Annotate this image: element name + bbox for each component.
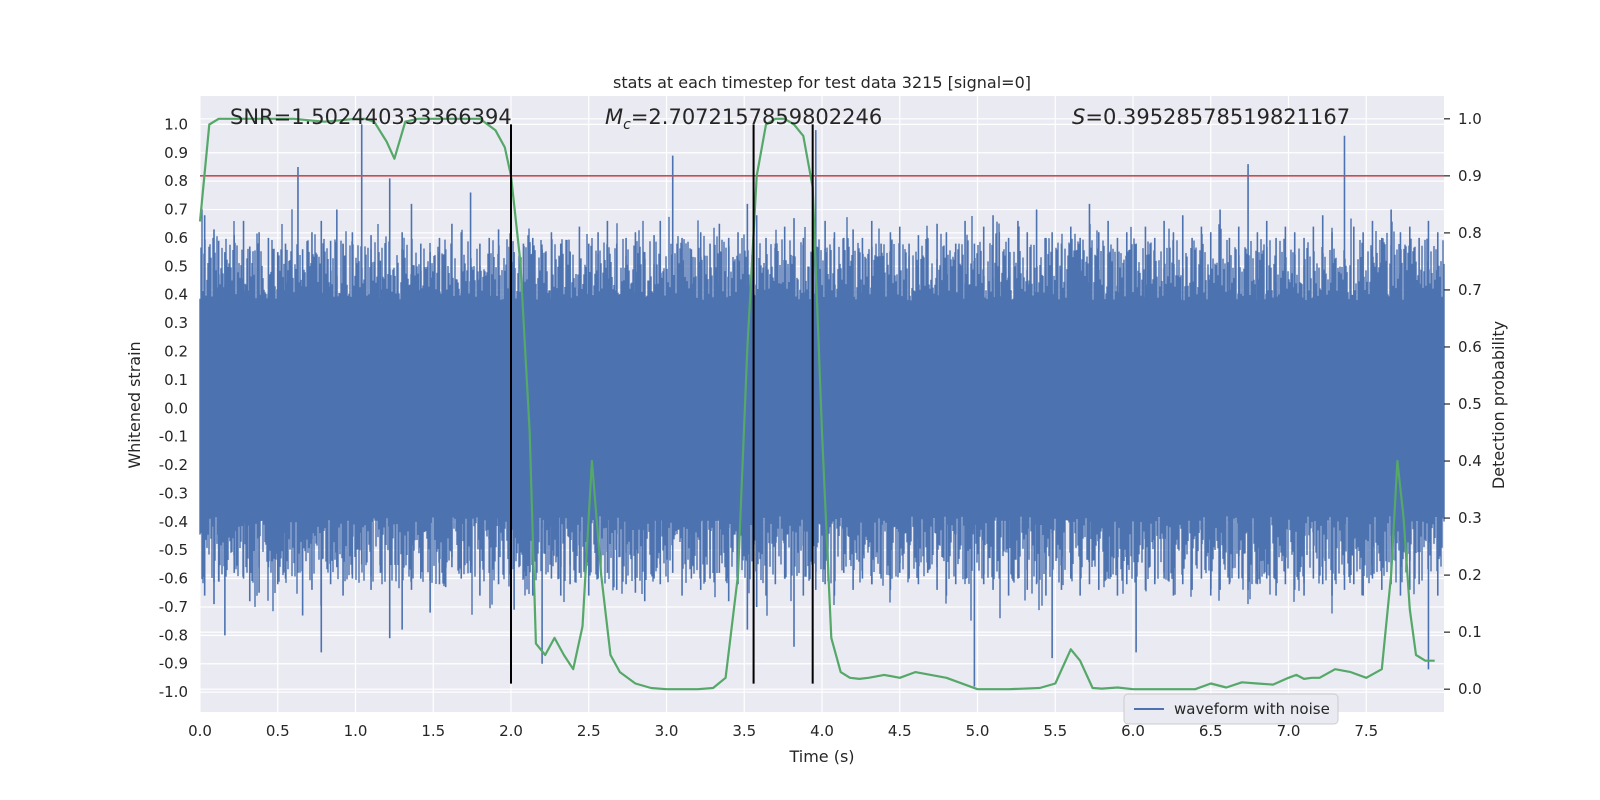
x-tick-label: 0.5 bbox=[266, 722, 290, 740]
x-tick-label: 7.0 bbox=[1277, 722, 1301, 740]
x-tick-label: 6.0 bbox=[1121, 722, 1145, 740]
y2-axis-label: Detection probability bbox=[1489, 321, 1508, 489]
y-tick-label: 0.7 bbox=[164, 201, 188, 219]
probability-line bbox=[198, 117, 1435, 691]
y-tick-label: 0.5 bbox=[164, 257, 188, 275]
y-tick-label: -0.6 bbox=[159, 570, 188, 588]
y2-tick-label: 0.9 bbox=[1458, 167, 1482, 185]
y2-tick-label: 0.2 bbox=[1458, 566, 1482, 584]
mc-symbol: M bbox=[605, 105, 623, 129]
annotation-snr: SNR=1.502440333366394 bbox=[230, 105, 512, 129]
y-tick-label: -1.0 bbox=[159, 683, 188, 701]
s-symbol: S bbox=[1072, 105, 1085, 129]
x-tick-label: 3.0 bbox=[655, 722, 679, 740]
y2-tick-label: 0.7 bbox=[1458, 281, 1482, 299]
x-axis-label: Time (s) bbox=[788, 747, 854, 766]
x-tick-label: 5.5 bbox=[1043, 722, 1067, 740]
x-tick-label: 1.0 bbox=[344, 722, 368, 740]
y2-tick-label: 0.1 bbox=[1458, 623, 1482, 641]
y-axis-label: Whitened strain bbox=[125, 341, 144, 468]
y2-tick-label: 0.5 bbox=[1458, 395, 1482, 413]
y-tick-label: 0.4 bbox=[164, 286, 188, 304]
y-tick-label: 1.0 bbox=[164, 115, 188, 133]
legend-label: waveform with noise bbox=[1174, 700, 1330, 718]
mc-subscript: c bbox=[623, 117, 631, 133]
y-tick-label: -0.7 bbox=[159, 598, 188, 616]
vertical-markers bbox=[510, 124, 814, 684]
x-tick-label: 0.0 bbox=[188, 722, 212, 740]
x-tick-label: 1.5 bbox=[421, 722, 445, 740]
y-tick-label: 0.6 bbox=[164, 229, 188, 247]
y-tick-label: -0.1 bbox=[159, 428, 188, 446]
legend-box bbox=[1123, 693, 1339, 725]
y-tick-label: 0.0 bbox=[164, 399, 188, 417]
y-tick-label: -0.5 bbox=[159, 541, 188, 559]
y-tick-label: -0.4 bbox=[159, 513, 188, 531]
x-tick-label: 6.5 bbox=[1199, 722, 1223, 740]
y2-tick-label: 0.4 bbox=[1458, 452, 1482, 470]
y-tick-label: 0.2 bbox=[164, 342, 188, 360]
y2-tick-label: 0.0 bbox=[1458, 680, 1482, 698]
annotation-s: S=0.39528578519821167 bbox=[1072, 105, 1350, 129]
y-tick-label: -0.3 bbox=[159, 484, 188, 502]
x-tick-label: 2.0 bbox=[499, 722, 523, 740]
y2-tick-label: 0.6 bbox=[1458, 338, 1482, 356]
y2-tick-label: 1.0 bbox=[1458, 110, 1482, 128]
y2-tick-label: 0.3 bbox=[1458, 509, 1482, 527]
y-tick-label: -0.9 bbox=[159, 655, 188, 673]
y-tick-label: 0.3 bbox=[164, 314, 188, 332]
legend: waveform with noise bbox=[1123, 693, 1339, 725]
x-tick-label: 4.5 bbox=[888, 722, 912, 740]
waveform-series bbox=[199, 124, 1445, 687]
x-tick-label: 3.5 bbox=[732, 722, 756, 740]
chart-title: stats at each timestep for test data 321… bbox=[613, 73, 1031, 92]
y-tick-label: 0.8 bbox=[164, 172, 188, 190]
y-tick-label: 0.1 bbox=[164, 371, 188, 389]
s-value: =0.39528578519821167 bbox=[1085, 105, 1350, 129]
x-tick-label: 5.0 bbox=[966, 722, 990, 740]
mc-value: =2.7072157859802246 bbox=[631, 105, 882, 129]
x-tick-label: 2.5 bbox=[577, 722, 601, 740]
y-tick-label: -0.8 bbox=[159, 626, 188, 644]
y2-tick-label: 0.8 bbox=[1458, 224, 1482, 242]
annotation-mc: Mc=2.7072157859802246 bbox=[605, 105, 882, 133]
y-tick-label: -0.2 bbox=[159, 456, 188, 474]
y-axis-right: 1.0 0.9 0.8 0.7 0.6 0.5 0.4 0.3 0.2 0.1 0.0 bbox=[1444, 110, 1482, 698]
y-axis-left: 1.0 0.9 0.8 0.7 0.6 0.5 0.4 0.3 0.2 0.1 0.0 -0.1 -0.… bbox=[159, 115, 188, 701]
x-tick-label: 7.5 bbox=[1354, 722, 1378, 740]
x-axis: 0.0 0.5 1.0 1.5 2.0 2.5 3.0 3.5 4.0 4.5 5.0 5.5 6.0 6… bbox=[188, 722, 1378, 740]
x-tick-label: 4.0 bbox=[810, 722, 834, 740]
probability-series bbox=[198, 117, 1435, 691]
y-tick-label: 0.9 bbox=[164, 144, 188, 162]
